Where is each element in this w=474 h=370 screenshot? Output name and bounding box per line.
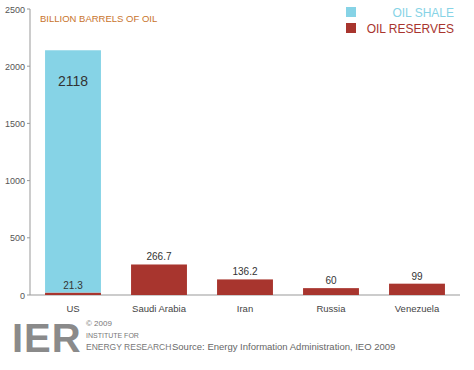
x-tick-label: US xyxy=(66,303,79,314)
data-label: 21.3 xyxy=(63,280,83,291)
y-tick-label: 1500 xyxy=(5,119,25,129)
legend-label: OIL RESERVES xyxy=(367,22,454,36)
data-label: 99 xyxy=(411,271,423,282)
data-label: 136.2 xyxy=(232,266,257,277)
y-tick-label: 1000 xyxy=(5,176,25,186)
logo: IER xyxy=(12,316,82,360)
org-name: INSTITUTE FOR xyxy=(86,332,139,339)
copyright: © 2009 xyxy=(86,319,112,328)
bar xyxy=(217,279,273,295)
title: BILLION BARRELS OF OIL xyxy=(40,13,157,24)
y-axis xyxy=(30,9,31,295)
source: Source: Energy Information Administratio… xyxy=(172,341,395,352)
data-labels: 21.3 266.7 136.2 60 99 2118 xyxy=(58,73,423,290)
x-tick-label: Russia xyxy=(316,303,346,314)
bar xyxy=(131,264,187,295)
y-tick-label: 2000 xyxy=(5,62,25,72)
data-label: 60 xyxy=(325,275,337,286)
chart: 0 500 1000 1500 2000 2500 US Saudi Arabia Iran Ru… xyxy=(0,0,474,370)
x-tick-label: Iran xyxy=(237,303,253,314)
legend-swatch xyxy=(346,7,356,17)
bar xyxy=(389,284,445,295)
org-name: ENERGY RESEARCH xyxy=(86,342,171,352)
data-label: 2118 xyxy=(58,73,88,89)
y-tick-label: 0 xyxy=(20,291,25,301)
bar xyxy=(45,50,101,292)
legend-swatch xyxy=(346,23,356,33)
x-tick-label: Saudi Arabia xyxy=(132,303,187,314)
x-tick-label: Venezuela xyxy=(395,303,440,314)
bar xyxy=(303,288,359,295)
y-tick-label: 500 xyxy=(10,233,25,243)
y-tick-label: 2500 xyxy=(5,5,25,15)
data-label: 266.7 xyxy=(146,251,171,262)
bars xyxy=(45,50,445,295)
legend-label: OIL SHALE xyxy=(392,6,454,20)
bar xyxy=(45,293,101,295)
